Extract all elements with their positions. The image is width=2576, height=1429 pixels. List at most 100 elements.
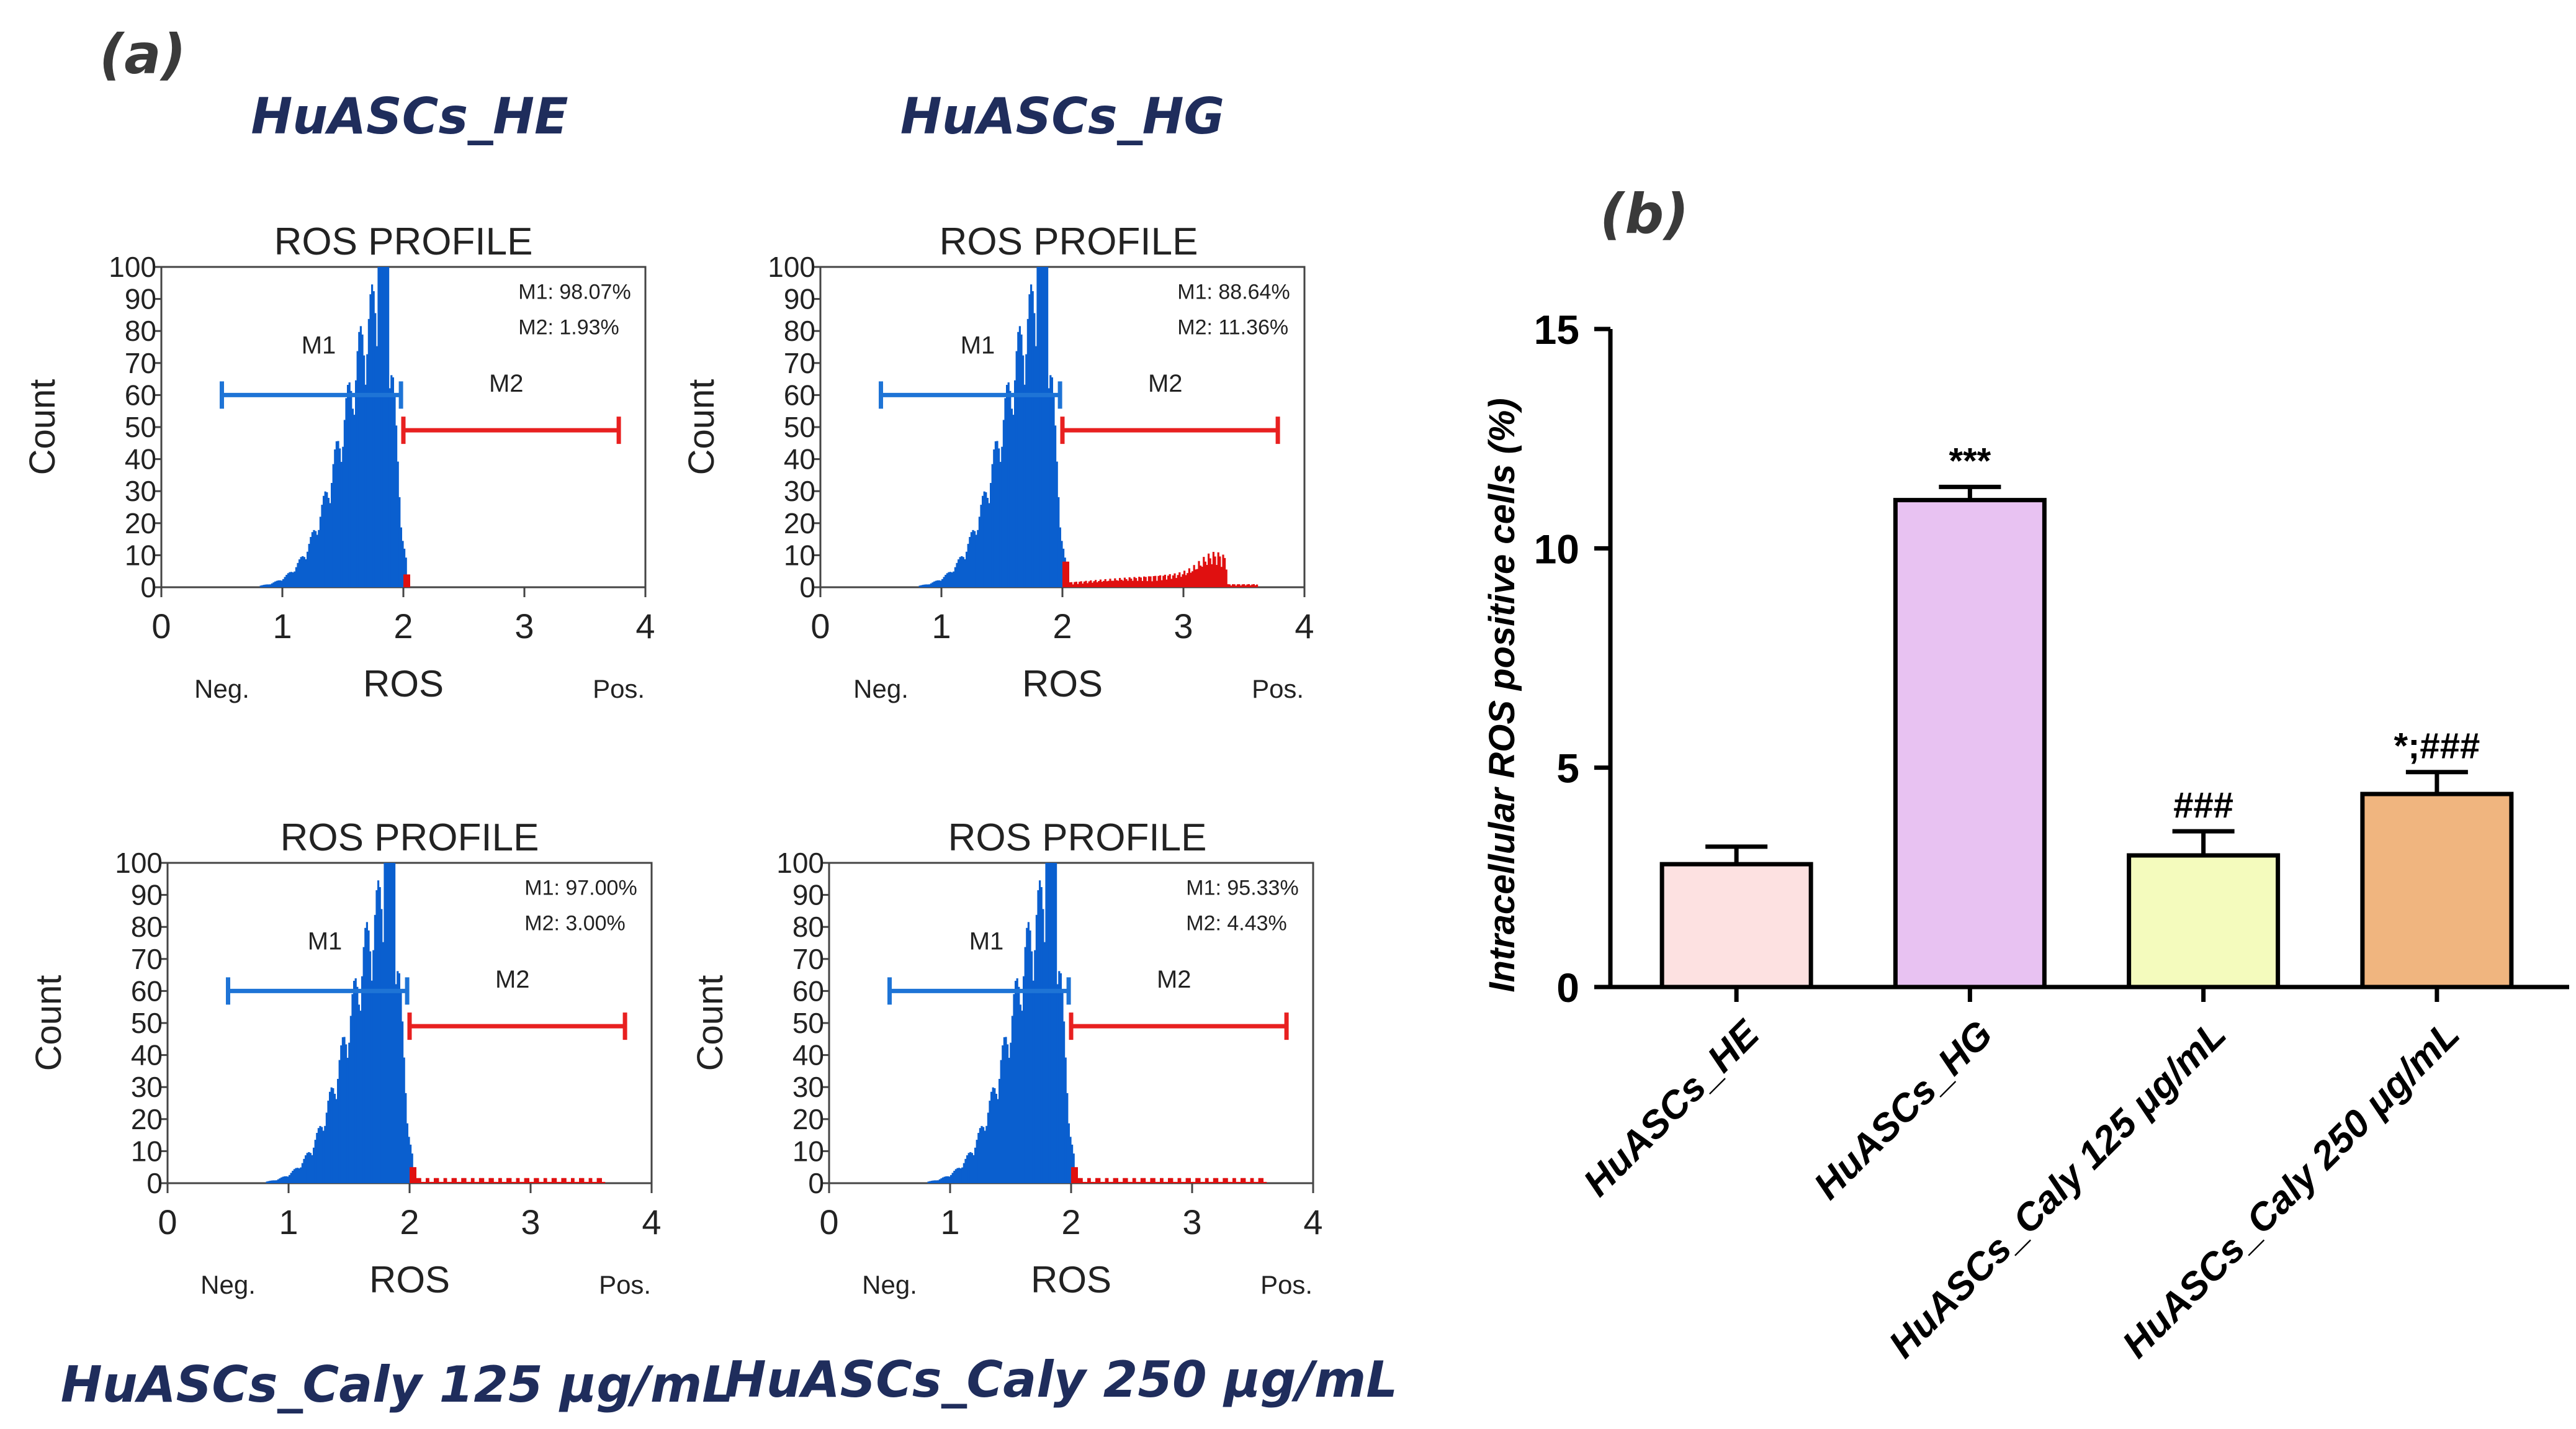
histogram-bar: [1071, 1144, 1074, 1183]
histogram-bar: [359, 326, 362, 587]
x-tick-label: 3: [1174, 606, 1193, 646]
histogram-tail-bar: [1110, 1181, 1112, 1183]
histogram-tail-bar: [1166, 1181, 1169, 1183]
histogram-bar: [343, 1037, 346, 1183]
histogram-bar: [295, 567, 297, 587]
histogram-tail-bar: [1120, 579, 1123, 587]
histogram-bar: [266, 584, 269, 587]
histogram-bar: [282, 579, 285, 587]
histogram-tail-bar: [1117, 580, 1120, 587]
histogram-tail-bar: [1222, 554, 1224, 587]
histogram-bar: [929, 1181, 931, 1183]
histogram-bar: [293, 1169, 295, 1183]
histogram-tail-bar: [1192, 571, 1194, 587]
y-tick-label: 0: [808, 1167, 824, 1199]
histogram-bar: [959, 557, 961, 587]
histogram-bar: [935, 1180, 938, 1183]
histogram-tail-bar: [1131, 1181, 1133, 1183]
histogram-tail-bar: [599, 1178, 602, 1183]
histogram-bar: [946, 1176, 949, 1183]
histogram-tail-bar: [1206, 565, 1208, 587]
histogram-bar: [1017, 331, 1020, 587]
histogram-tail-bar: [1209, 558, 1211, 587]
histogram-tail-bar: [1091, 582, 1093, 587]
histogram-tail-bar: [1147, 1181, 1149, 1183]
m2-percentage: M2: 11.36%: [1177, 315, 1288, 339]
histogram-tail-bar: [410, 1167, 412, 1183]
histogram-tail-bar: [1228, 584, 1231, 587]
histogram-bar: [983, 491, 985, 587]
histogram-bar: [1026, 927, 1028, 1183]
histogram-title: ROS PROFILE: [948, 816, 1207, 859]
histogram-tail-bar: [458, 1181, 460, 1183]
histogram-tail-bar: [485, 1181, 488, 1183]
histogram-bar: [991, 464, 994, 587]
histogram-bar: [333, 1093, 336, 1183]
histogram-bar: [1056, 461, 1058, 587]
histogram-bar: [1009, 390, 1012, 587]
histogram-tail-bar: [567, 1181, 570, 1183]
histogram-tail-bar: [1232, 1178, 1235, 1183]
histogram-tail-bar: [448, 1181, 451, 1183]
pos-label: Pos.: [593, 674, 645, 703]
histogram-bar: [1012, 415, 1015, 587]
histogram-tail-bar: [1185, 575, 1187, 587]
histogram-tail-bar: [1101, 582, 1103, 587]
histogram-tail-bar: [1121, 1181, 1123, 1183]
histogram-tail-bar: [550, 1181, 552, 1183]
histogram-bar: [985, 1125, 988, 1183]
y-axis-label: Count: [681, 379, 722, 476]
histogram-bar: [972, 1155, 975, 1183]
m1-percentage: M1: 88.64%: [1177, 281, 1290, 304]
histogram-tail-bar: [1140, 1178, 1142, 1183]
histogram-tail-bar: [1100, 1181, 1102, 1183]
histogram-tail-bar: [569, 1181, 572, 1183]
histogram-bar: [1001, 446, 1003, 587]
histogram-tail-bar: [514, 1181, 517, 1183]
histogram-tail-bar: [1195, 569, 1197, 587]
histogram-bar: [364, 384, 367, 587]
histogram-bar: [305, 559, 307, 587]
histogram-bar: [980, 505, 982, 587]
histogram-bar: [398, 973, 400, 1183]
histogram-bar: [279, 1178, 281, 1183]
histogram-tail-bar: [587, 1181, 590, 1183]
histogram-tail-bar: [1074, 582, 1076, 587]
histogram-tail-bar: [435, 1178, 438, 1183]
x-tick-label: 4: [1303, 1202, 1322, 1242]
histogram-tail-bar: [1193, 1181, 1196, 1183]
histogram-tail-bar: [580, 1178, 583, 1183]
histogram-tail-bar: [493, 1181, 496, 1183]
histogram-bar: [1032, 980, 1034, 1183]
histogram-tail-bar: [1111, 1181, 1114, 1183]
histogram-bar: [977, 1132, 980, 1183]
histogram-bar: [974, 531, 976, 587]
histogram-bar: [1034, 950, 1036, 1183]
histogram-tail-bar: [1263, 1181, 1265, 1183]
histogram-bar: [316, 1132, 318, 1183]
histogram-bar: [1016, 978, 1018, 1183]
histogram-tail-bar: [1071, 1167, 1074, 1183]
histogram-tail-bar: [534, 1178, 536, 1183]
x-axis-label: ROS: [363, 663, 444, 705]
histogram-bar: [388, 388, 391, 587]
histogram-bar: [358, 331, 361, 587]
histogram-tail-bar: [1097, 1178, 1099, 1183]
histogram-tail-bar: [1244, 1178, 1246, 1183]
histogram-bar: [964, 1158, 967, 1183]
histogram-tail-bar: [1230, 585, 1232, 587]
histogram-bar: [380, 267, 383, 587]
histogram-bar: [340, 462, 343, 587]
category-label: HuASCs_HG: [1806, 1012, 2001, 1207]
histogram-tail-bar: [1179, 1178, 1182, 1183]
histogram-tail-bar: [506, 1178, 509, 1183]
histogram-bar: [1031, 291, 1034, 587]
histogram-tail-bar: [1231, 1181, 1233, 1183]
histogram-bar: [272, 582, 275, 587]
histogram-tail-bar: [1219, 1181, 1222, 1183]
histogram-tail-bar: [1150, 1178, 1152, 1183]
m1-gate-name: M1: [302, 331, 336, 359]
histogram-tail-bar: [501, 1181, 504, 1183]
histogram-bar: [1052, 395, 1055, 587]
y-tick-label: 80: [131, 911, 163, 943]
